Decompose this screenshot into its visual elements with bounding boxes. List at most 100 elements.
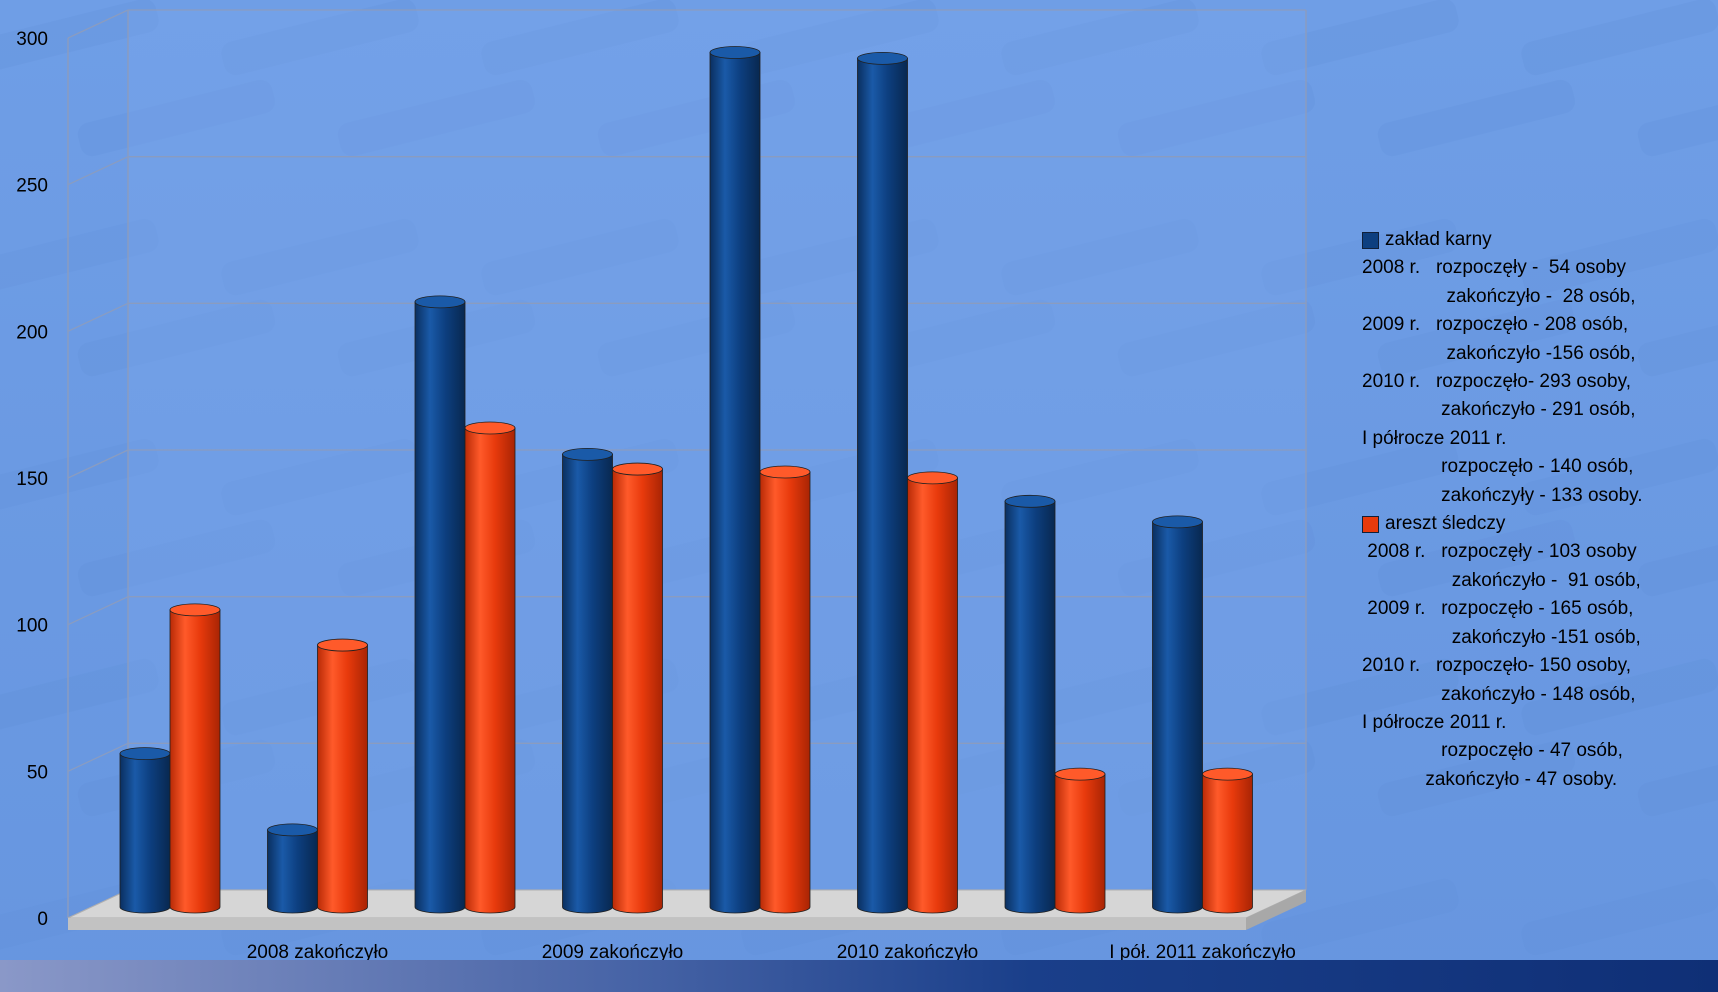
y-axis-ticks: 0 50 100 150 200 250 300 (16, 29, 48, 930)
y-tick-label: 100 (16, 616, 48, 637)
watermark-mark (1001, 438, 1199, 516)
legend-text: rozpoczęło - 47 osób, (1362, 740, 1623, 762)
footer-bar (0, 960, 1718, 992)
y-tick-label: 300 (16, 29, 48, 50)
legend-text: 2010 r. rozpoczęło- 293 osoby, (1362, 371, 1631, 393)
y-tick-label: 200 (16, 322, 48, 343)
legend: zakład karny 2008 r. rozpoczęły - 54 oso… (1362, 226, 1714, 794)
watermark-mark (1261, 658, 1459, 736)
watermark-mark (481, 0, 679, 76)
chart-floor (67, 889, 1307, 930)
watermark-mark (1377, 739, 1576, 817)
watermark-mark (741, 0, 939, 76)
watermark-mark (0, 658, 159, 736)
watermark-mark (337, 79, 536, 157)
legend-text: zakończyło -151 osób, (1362, 626, 1641, 648)
watermark-mark (1117, 79, 1316, 157)
watermark-mark (1117, 299, 1316, 377)
legend-series-2: areszt śledczy 2008 r. rozpoczęły - 103 … (1362, 510, 1714, 794)
y-tick-label: 50 (27, 762, 48, 783)
watermark-mark (77, 79, 276, 157)
legend-swatch-areszt-sledczy (1362, 515, 1379, 533)
watermark-mark (1521, 438, 1718, 516)
watermark-mark (1521, 878, 1718, 956)
bar-zaklad-karny (414, 295, 466, 914)
legend-text: 2009 r. rozpoczęło - 208 osób, (1362, 314, 1629, 336)
watermark-mark (1637, 519, 1718, 597)
watermark-mark (0, 218, 159, 296)
legend-series-1: zakład karny 2008 r. rozpoczęły - 54 oso… (1362, 226, 1714, 510)
watermark-mark (1637, 79, 1718, 157)
floor-top (67, 889, 1307, 919)
watermark-mark (1001, 218, 1199, 296)
watermark-mark (1001, 0, 1199, 76)
gridline-side (67, 742, 129, 772)
bar-zaklad-karny (1152, 515, 1203, 914)
legend-text: rozpoczęło - 140 osób, (1362, 456, 1634, 478)
x-tick-label: 2008 zakończyło (247, 942, 389, 963)
watermark-mark (77, 519, 276, 597)
legend-text: 2009 r. rozpoczęło - 165 osób, (1362, 598, 1634, 620)
watermark-mark (1637, 739, 1718, 817)
floor-side (1246, 890, 1306, 930)
watermark-mark (1521, 218, 1718, 296)
bar-zaklad-karny (857, 52, 908, 914)
legend-text: I półrocze 2011 r. (1362, 711, 1507, 733)
legend-text: zakończyło - 91 osób, (1362, 569, 1641, 591)
gridline-side (67, 156, 129, 186)
watermark-mark (221, 218, 419, 296)
watermark-mark (1521, 0, 1718, 76)
watermark-mark (221, 0, 419, 76)
bar-areszt-sledczy (907, 471, 958, 914)
bar-areszt-sledczy (759, 465, 811, 914)
y-tick-label: 150 (16, 469, 48, 490)
bar-zaklad-karny (1004, 494, 1056, 914)
bar-areszt-sledczy (464, 421, 516, 914)
watermark-mark (1637, 299, 1718, 377)
legend-text: zakończyło - 291 osób, (1362, 399, 1636, 421)
gridline-side (67, 9, 129, 39)
legend-text: zakończyły - 133 osoby. (1362, 484, 1643, 506)
watermark-mark (1261, 0, 1459, 76)
watermark-mark (0, 0, 159, 76)
bar-zaklad-karny (267, 823, 318, 914)
legend-text: I półrocze 2011 r. (1362, 427, 1507, 449)
bar-areszt-sledczy (1054, 767, 1106, 914)
bars (119, 46, 1253, 914)
y-tick-label: 0 (37, 909, 48, 930)
y-tick-label: 250 (16, 176, 48, 197)
watermark-mark (1377, 79, 1576, 157)
x-tick-label: 2009 zakończyło (542, 942, 684, 963)
watermark-mark (0, 878, 159, 956)
gridline-side (67, 449, 129, 479)
watermark-mark (1261, 218, 1459, 296)
gridline-side (67, 596, 129, 626)
x-tick-label: 2010 zakończyło (837, 942, 979, 963)
bar-areszt-sledczy (169, 603, 221, 914)
watermark-mark (1377, 299, 1576, 377)
legend-label-areszt-sledczy: areszt śledczy (1385, 513, 1506, 535)
legend-text: zakończyło - 47 osoby. (1362, 768, 1618, 790)
bar-areszt-sledczy (317, 638, 368, 914)
watermark-mark (1261, 438, 1459, 516)
legend-label-zaklad-karny: zakład karny (1385, 229, 1492, 250)
x-tick-label: I pół. 2011 zakończyło (1109, 942, 1296, 963)
legend-text: zakończyło - 28 osób, (1362, 285, 1636, 307)
watermark-mark (1377, 519, 1576, 597)
legend-text: 2010 r. rozpoczęło- 150 osoby, (1362, 655, 1631, 677)
bar-zaklad-karny (562, 447, 613, 914)
floor-front (68, 918, 1246, 930)
bar-areszt-sledczy (1202, 767, 1253, 914)
bar-zaklad-karny (119, 747, 171, 914)
bar-zaklad-karny (709, 46, 761, 914)
legend-text: 2008 r. rozpoczęły - 54 osoby (1362, 257, 1627, 279)
watermark-mark (77, 299, 276, 377)
watermark-mark (481, 218, 679, 296)
watermark-mark (1261, 878, 1459, 956)
legend-text: 2008 r. rozpoczęły - 103 osoby (1362, 541, 1637, 563)
legend-text: zakończyło - 148 osób, (1362, 683, 1636, 705)
watermark-mark (0, 438, 159, 516)
legend-text: zakończyło -156 osób, (1362, 342, 1636, 364)
watermark-mark (221, 438, 419, 516)
